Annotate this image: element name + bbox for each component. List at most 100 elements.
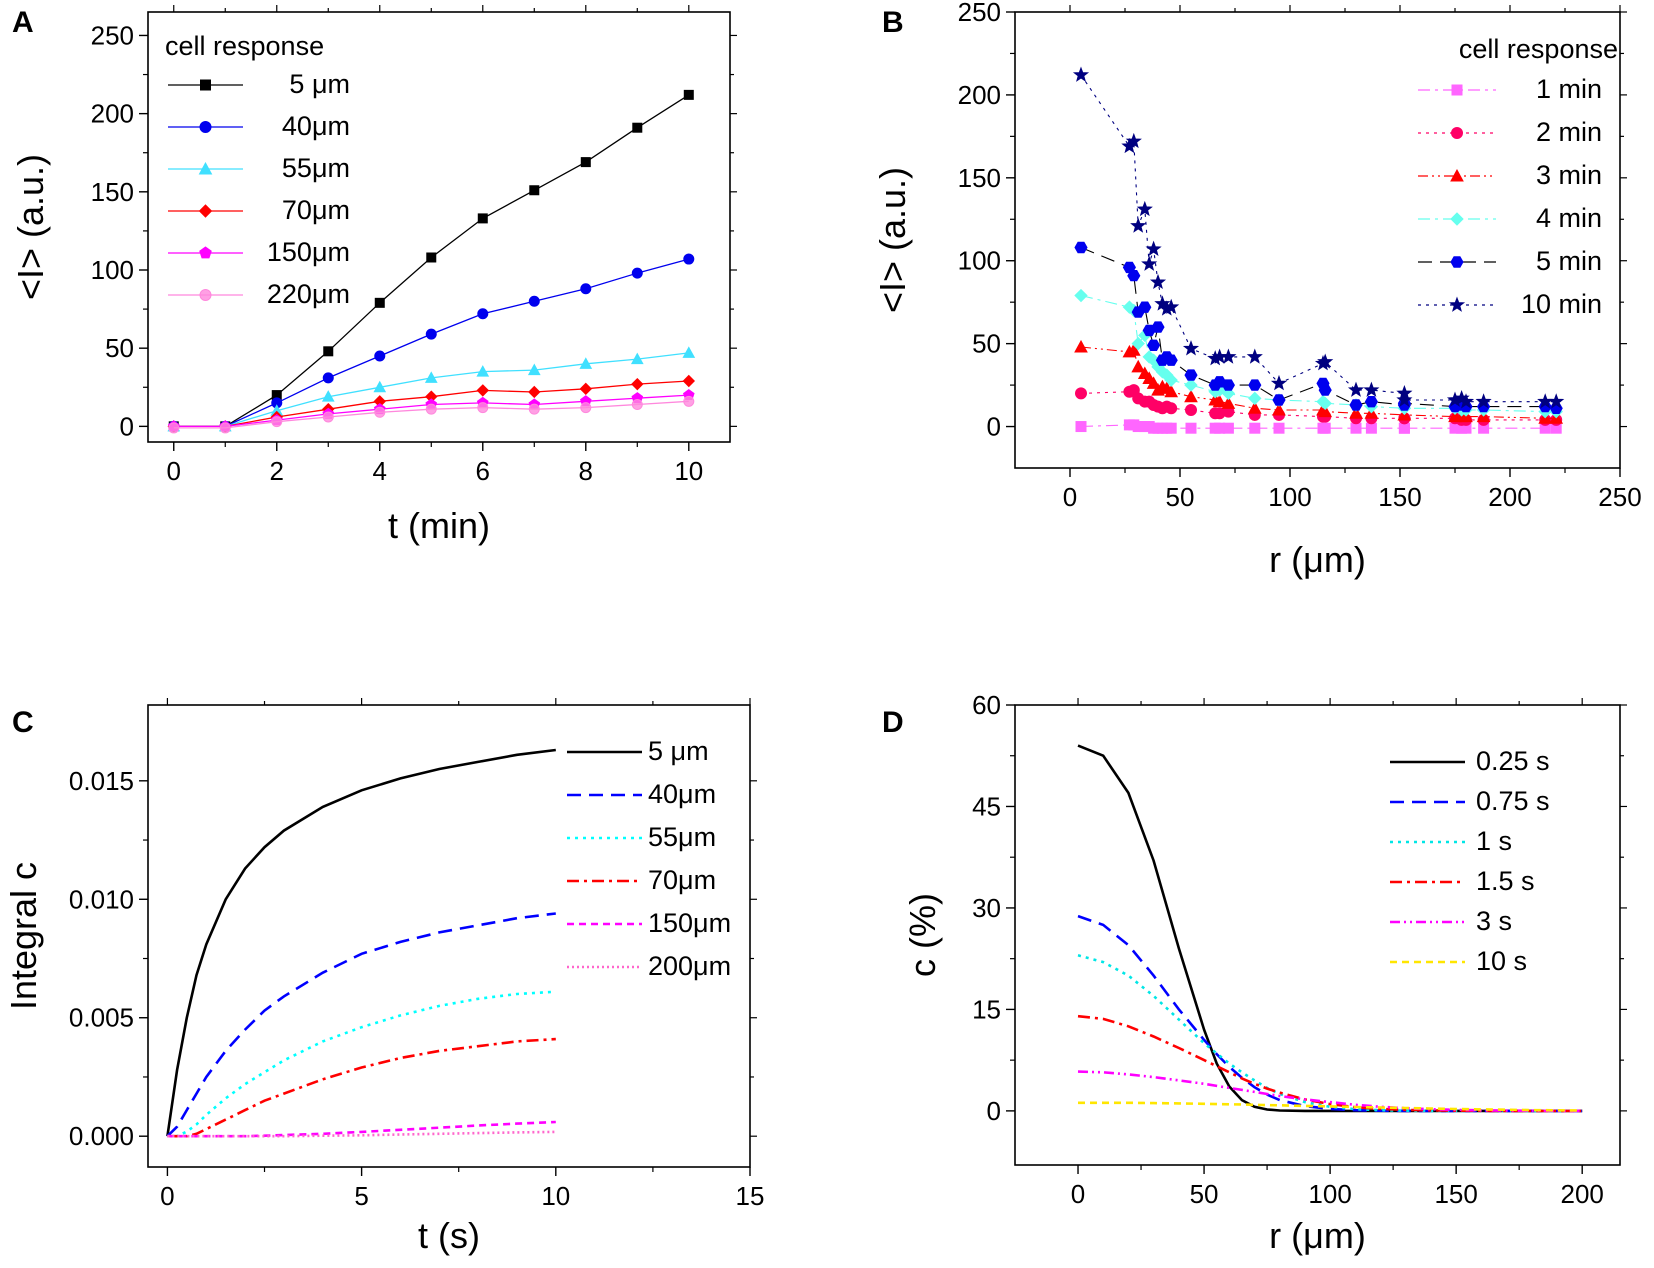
- y-tick-label: 50: [972, 329, 1001, 359]
- y-tick-label: 30: [972, 893, 1001, 923]
- legend-marker: [199, 289, 212, 301]
- panel-c: C 0 5 10 15 0.000 0.005 0.010 0.015 t (s) Integral…: [3, 698, 764, 1256]
- data-point: [271, 416, 283, 428]
- y-tick-label: 50: [105, 333, 134, 363]
- legend: 5 μm 40μm 55μm 70μm 150μm 200μm: [567, 736, 731, 981]
- x-tick-label: 200: [1560, 1179, 1603, 1209]
- legend-entry-label: 1 min: [1536, 74, 1602, 104]
- panel-label: A: [12, 6, 34, 39]
- data-point: [1475, 393, 1492, 409]
- data-point: [426, 252, 437, 263]
- data-point: [374, 406, 386, 418]
- panel-label: B: [882, 6, 904, 39]
- data-point: [580, 402, 592, 414]
- data-point: [1272, 402, 1286, 416]
- x-tick-label: 150: [1378, 482, 1421, 512]
- data-point: [682, 346, 696, 358]
- data-point: [1317, 353, 1334, 369]
- legend-marker: [1451, 84, 1463, 96]
- data-point: [373, 380, 387, 393]
- data-point: [1318, 404, 1333, 418]
- data-point: [1248, 379, 1262, 391]
- data-point: [579, 382, 592, 396]
- y-tick-label: 60: [972, 690, 1001, 720]
- series-line: [173, 352, 689, 428]
- legend-marker: [1451, 127, 1463, 139]
- data-point: [1130, 217, 1147, 233]
- y-tick-label: 0.010: [69, 884, 134, 914]
- data-point: [1247, 401, 1262, 414]
- data-point: [1318, 384, 1332, 396]
- y-tick-label: 0.015: [69, 766, 134, 796]
- data-point: [1072, 66, 1090, 82]
- data-point: [1318, 396, 1332, 411]
- data-point: [632, 122, 643, 133]
- data-point: [322, 411, 334, 423]
- data-point: [1184, 369, 1198, 381]
- y-tick-label: 0: [987, 1096, 1001, 1126]
- data-point: [1221, 379, 1235, 391]
- x-tick-label: 10: [674, 456, 703, 486]
- legend-entry-label: 3 min: [1536, 160, 1602, 190]
- data-point: [1131, 336, 1145, 351]
- y-tick-label: 100: [91, 255, 134, 285]
- legend-entry-label: 200μm: [648, 951, 731, 981]
- x-tick-label: 15: [736, 1181, 765, 1211]
- data-point: [1365, 422, 1377, 434]
- data-point: [1347, 381, 1365, 397]
- x-tick-label: 0: [160, 1181, 174, 1211]
- legend-entry-label: 4 min: [1536, 203, 1602, 233]
- x-tick-label: 100: [1268, 482, 1311, 512]
- panel-b: B 0 50 100 150 200 250 0 50 100 150 200 250 r (μm) <I>…: [872, 0, 1642, 580]
- data-point: [682, 374, 696, 388]
- data-point: [1398, 422, 1410, 434]
- data-point: [529, 185, 540, 196]
- y-tick-label: 15: [972, 994, 1001, 1024]
- legend: 0.25 s 0.75 s 1 s 1.5 s 3 s 10 s: [1390, 746, 1550, 976]
- legend-marker: [199, 246, 212, 259]
- series-5-m: [166, 748, 556, 1137]
- series-150-m: [167, 1120, 556, 1138]
- x-tick-label: 4: [373, 456, 387, 486]
- data-point: [1548, 393, 1565, 409]
- series-line: [1080, 74, 1557, 403]
- legend-title: cell response: [1459, 34, 1618, 64]
- x-tick-label: 10: [541, 1181, 570, 1211]
- data-point: [1185, 403, 1197, 416]
- data-point: [1164, 384, 1179, 398]
- series-10-s: [1078, 1101, 1583, 1112]
- y-axis-label: <I> (a.u.): [872, 167, 913, 313]
- x-axis-label: r (μm): [1269, 1215, 1366, 1256]
- x-axis-label: t (s): [418, 1215, 480, 1256]
- y-tick-label: 200: [958, 80, 1001, 110]
- data-point: [1349, 406, 1363, 419]
- data-point: [1145, 240, 1162, 256]
- x-tick-label: 2: [270, 456, 284, 486]
- data-point: [1141, 255, 1158, 271]
- data-point: [1363, 381, 1380, 397]
- data-point: [1127, 270, 1141, 282]
- data-point: [528, 385, 541, 399]
- x-tick-label: 0: [1063, 482, 1077, 512]
- data-point: [1319, 422, 1331, 434]
- legend-marker: [1448, 296, 1466, 312]
- plot-frame: [1014, 11, 1621, 469]
- data-point: [1396, 391, 1413, 407]
- y-tick-label: 150: [91, 177, 134, 207]
- series-line: [166, 748, 556, 1137]
- data-point: [1165, 402, 1178, 415]
- legend-title: cell response: [165, 31, 324, 61]
- data-point: [477, 308, 489, 320]
- legend-entry-label: 40μm: [282, 111, 350, 141]
- legend-marker: [1450, 212, 1464, 226]
- y-tick-label: 0.000: [69, 1121, 134, 1151]
- legend-entry-label: 0.25 s: [1476, 746, 1550, 776]
- data-point: [1149, 273, 1167, 290]
- x-tick-label: 0: [167, 456, 181, 486]
- x-tick-label: 8: [579, 456, 593, 486]
- data-point: [374, 350, 386, 362]
- data-point: [1075, 387, 1087, 400]
- data-point: [477, 402, 489, 414]
